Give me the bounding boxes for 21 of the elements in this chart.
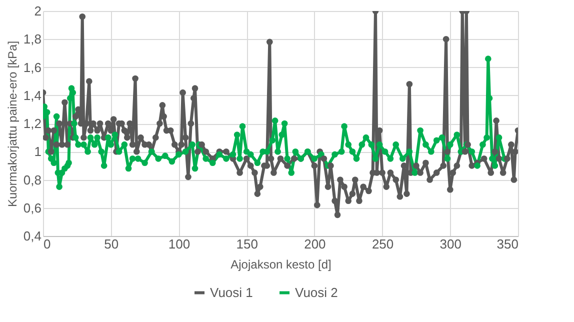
x-tick-label: 200 (304, 236, 326, 252)
y-tick-label: 1,6 (23, 60, 42, 75)
legend-label: Vuosi 2 (295, 284, 338, 300)
y-tick-label: 1,8 (23, 32, 42, 47)
x-tick-label: 100 (168, 236, 190, 252)
y-axis-title: Kuormakorjattu paine-ero [kPa] (5, 40, 20, 208)
x-axis-title: Ajojakson kesto [d] (230, 258, 332, 272)
y-tick-label: 1 (34, 144, 42, 160)
y-tick-label: 1,2 (23, 116, 42, 131)
y-tick-label: 0,6 (23, 200, 42, 216)
y-tick-label: 0,8 (23, 172, 42, 188)
x-tick-label: 300 (440, 236, 462, 252)
x-tick-label: 250 (372, 236, 394, 252)
x-tick-label: 0 (44, 236, 51, 252)
x-tick-label: 150 (236, 236, 258, 252)
x-tick-label: 350 (496, 236, 518, 252)
y-tick-label: 2 (34, 4, 42, 18)
y-tick-label: 1,4 (23, 88, 42, 103)
y-tick-label: 0,4 (23, 228, 42, 244)
legend-label: Vuosi 1 (210, 284, 253, 300)
x-tick-label: 50 (104, 236, 119, 252)
